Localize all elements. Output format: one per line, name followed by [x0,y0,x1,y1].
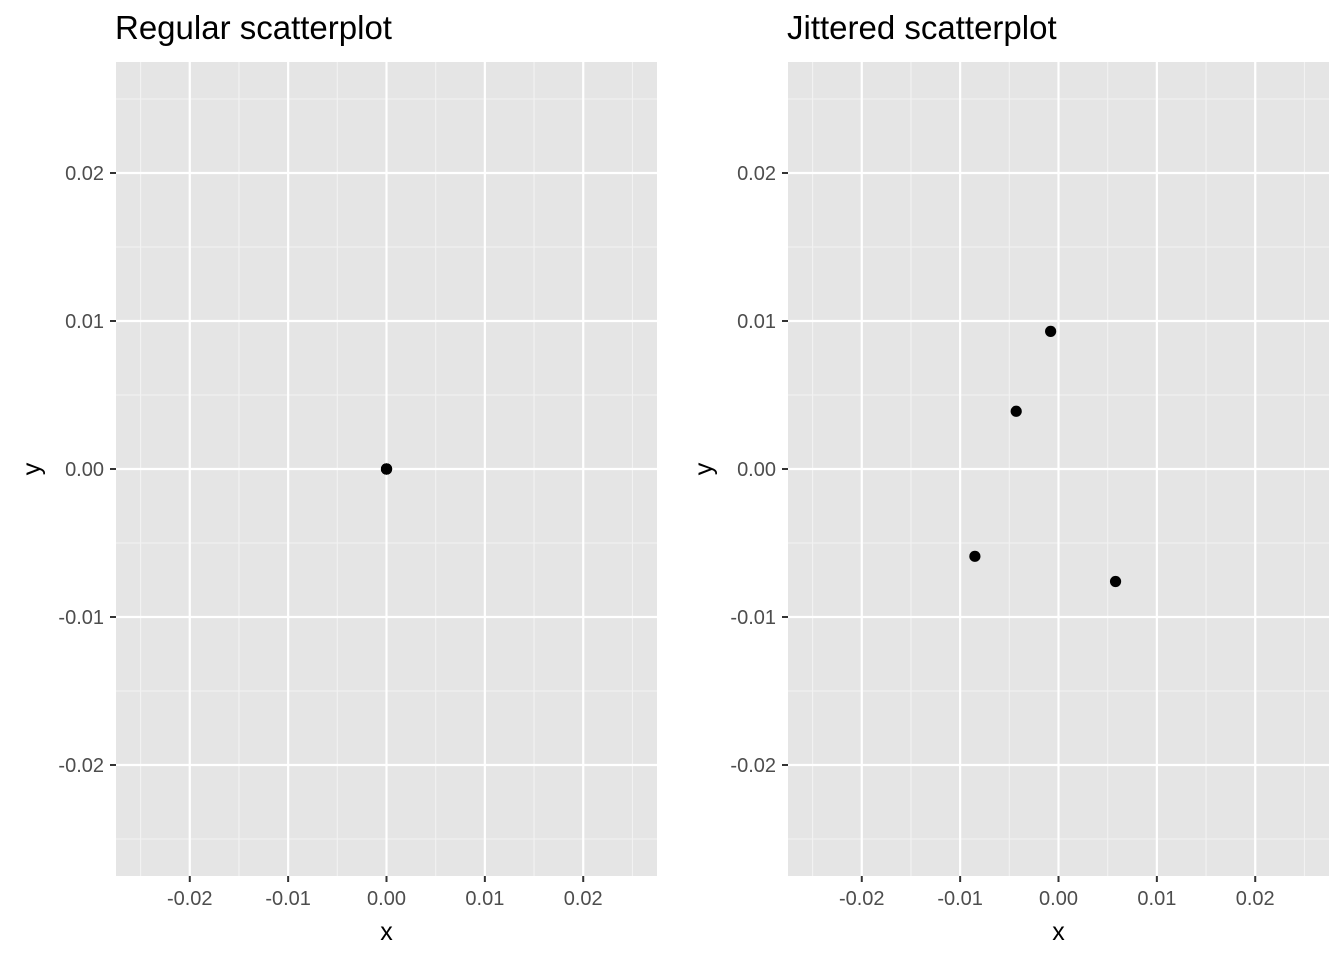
x-tick-label: 0.00 [1039,888,1078,910]
x-tick-label: -0.01 [937,888,983,910]
panel-title: Jittered scatterplot [787,9,1057,46]
axis-ticks: -0.02 -0.01 0.00 0.01 0.02 0.02 0.01 0.00 -0.01 -… [730,163,1274,910]
panel-jittered: Jittered scatterplot -0.02 -0.01 0.00 0.01 0… [690,9,1329,946]
y-tick-label: 0.02 [737,163,776,185]
y-axis-title: y [690,462,718,475]
grid-lines [788,62,1329,876]
x-tick-label: -0.02 [167,888,213,910]
data-point [969,550,981,562]
x-tick-label: -0.02 [839,888,885,910]
x-tick-label: 0.01 [1137,888,1176,910]
y-axis-title: y [18,462,46,475]
data-point [1045,325,1057,337]
y-tick-label: 0.01 [65,311,104,333]
x-tick-label: 0.00 [367,888,406,910]
data-points [969,325,1122,588]
data-point [1010,405,1022,417]
panel-regular: Regular scatterplot -0.02 -0.01 0.00 0.01 0.… [18,9,657,946]
data-point [1109,575,1122,588]
y-tick-label: 0.00 [65,459,104,481]
axis-ticks: -0.02 -0.01 0.00 0.01 0.02 0.02 0.01 0.00 -0.01 -… [58,163,602,910]
x-tick-label: -0.01 [265,888,311,910]
y-tick-label: -0.01 [58,607,104,629]
y-tick-label: 0.02 [65,163,104,185]
data-points [380,463,393,475]
y-tick-label: -0.02 [730,755,776,777]
panel-title: Regular scatterplot [115,9,392,46]
y-tick-label: -0.01 [730,607,776,629]
data-point [380,463,393,475]
y-tick-label: 0.01 [737,311,776,333]
x-tick-label: 0.02 [1236,888,1275,910]
x-tick-label: 0.02 [564,888,603,910]
x-axis-title: x [380,918,393,946]
x-tick-label: 0.01 [465,888,504,910]
y-tick-label: 0.00 [737,459,776,481]
x-axis-title: x [1052,918,1065,946]
y-tick-label: -0.02 [58,755,104,777]
